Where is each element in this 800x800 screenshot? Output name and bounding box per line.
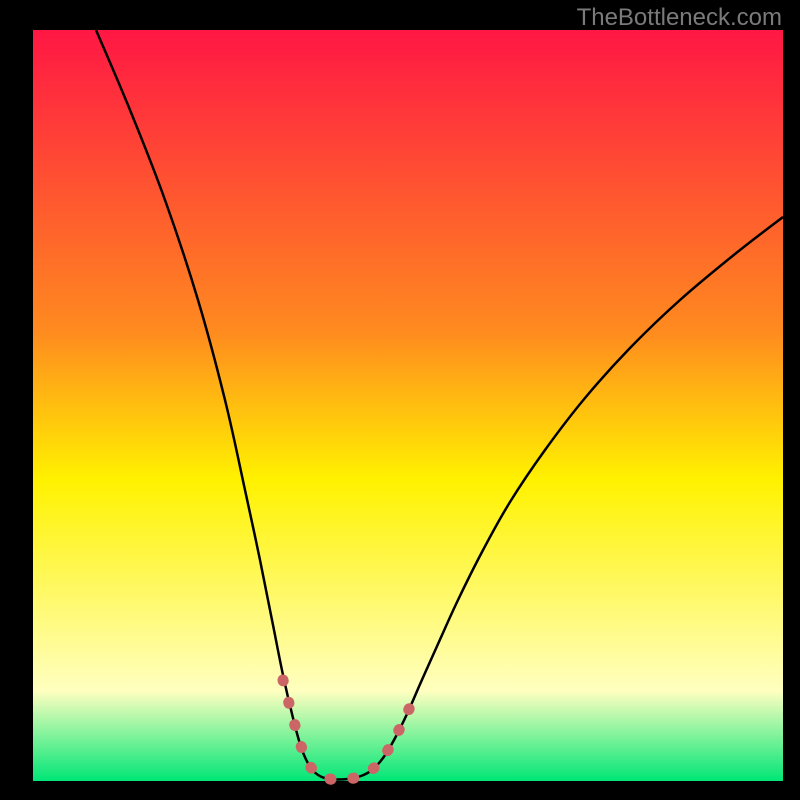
- highlight-dashes: [283, 680, 410, 780]
- chart-canvas: TheBottleneck.com: [0, 0, 800, 800]
- v-curve: [96, 30, 783, 779]
- watermark-text: TheBottleneck.com: [577, 4, 782, 32]
- curve-layer: [0, 0, 800, 800]
